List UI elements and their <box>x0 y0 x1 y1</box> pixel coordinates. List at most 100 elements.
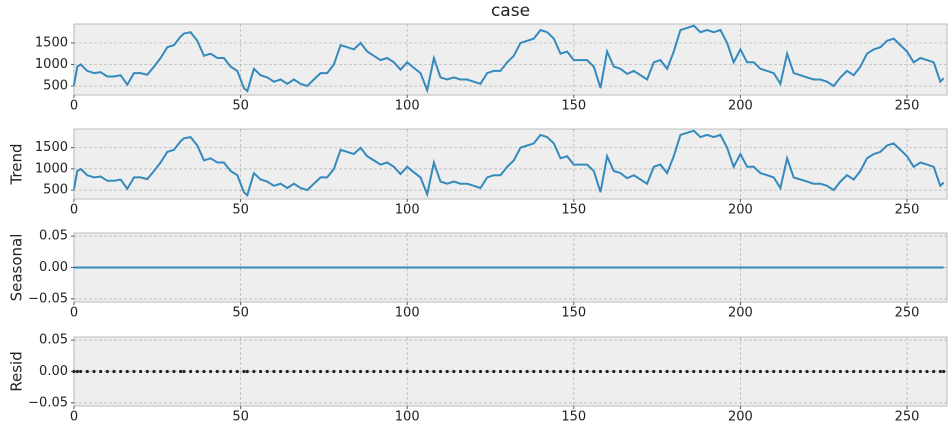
resid-point <box>222 369 226 374</box>
resid-point <box>732 369 736 374</box>
resid-point <box>338 369 343 374</box>
resid-point <box>332 369 336 374</box>
panel: 0 50 100 150 200 250 −0.05 0.00 0.05 Seasonal <box>8 229 948 321</box>
x-tick-label: 150 <box>561 99 586 114</box>
x-tick-label: 200 <box>728 203 753 218</box>
x-tick-label: 200 <box>728 410 753 425</box>
resid-point <box>738 369 743 374</box>
resid-point <box>189 369 193 374</box>
resid-point <box>778 369 782 374</box>
resid-point <box>585 369 589 374</box>
resid-point <box>512 369 516 374</box>
resid-point <box>772 369 776 374</box>
resid-point <box>532 369 536 374</box>
resid-point <box>518 369 523 374</box>
resid-point <box>898 369 902 374</box>
x-tick-label: 150 <box>561 306 586 321</box>
resid-point <box>99 369 103 374</box>
x-tick-label: 0 <box>70 99 78 114</box>
x-tick-label: 0 <box>70 306 78 321</box>
resid-point <box>258 369 263 374</box>
resid-point <box>145 369 149 374</box>
resid-point <box>85 369 89 374</box>
resid-point <box>412 369 416 374</box>
resid-point <box>698 369 703 374</box>
panel: 0 50 100 150 200 250 −0.05 0.00 0.05 Resid <box>8 333 948 425</box>
resid-point <box>298 369 303 374</box>
resid-point <box>745 369 749 374</box>
resid-point <box>638 369 643 374</box>
resid-point <box>858 369 862 374</box>
resid-point <box>632 369 636 374</box>
resid-point <box>592 369 596 374</box>
resid-point <box>938 369 942 374</box>
resid-point <box>182 369 186 374</box>
resid-point <box>565 369 569 374</box>
resid-point <box>932 369 936 374</box>
resid-point <box>758 369 763 374</box>
resid-point <box>878 369 882 374</box>
x-tick-label: 150 <box>561 203 586 218</box>
resid-point <box>912 369 916 374</box>
resid-point <box>92 369 96 374</box>
resid-point <box>885 369 889 374</box>
resid-point <box>865 369 869 374</box>
resid-point <box>818 369 822 374</box>
resid-point <box>285 369 289 374</box>
resid-point <box>438 369 443 374</box>
resid-point <box>432 369 436 374</box>
resid-point <box>578 369 583 374</box>
resid-point <box>845 369 849 374</box>
y-tick-label: 500 <box>43 78 68 93</box>
resid-point <box>385 369 389 374</box>
resid-point <box>152 369 156 374</box>
resid-point <box>498 369 503 374</box>
resid-point <box>872 369 876 374</box>
resid-point <box>918 369 922 374</box>
resid-point <box>678 369 683 374</box>
x-tick-label: 0 <box>70 410 78 425</box>
y-axis-label: Seasonal <box>8 234 26 302</box>
resid-point <box>625 369 629 374</box>
resid-point <box>195 369 199 374</box>
resid-point <box>472 369 476 374</box>
chart-title: case <box>491 1 530 21</box>
resid-point <box>418 369 423 374</box>
x-tick-label: 100 <box>395 99 420 114</box>
resid-point <box>75 369 79 374</box>
resid-point <box>119 369 123 374</box>
resid-point <box>545 369 549 374</box>
resid-point <box>645 369 649 374</box>
x-tick-label: 50 <box>232 99 249 114</box>
resid-point <box>672 369 676 374</box>
y-tick-label: 0.05 <box>39 229 68 244</box>
series-line <box>73 24 945 94</box>
resid-point <box>558 369 563 374</box>
resid-point <box>365 369 369 374</box>
y-tick-label: −0.05 <box>28 291 68 306</box>
resid-point <box>72 369 76 374</box>
resid-point <box>925 369 929 374</box>
resid-point <box>712 369 716 374</box>
resid-point <box>552 369 556 374</box>
resid-point <box>785 369 789 374</box>
x-tick-label: 50 <box>232 410 249 425</box>
resid-point <box>605 369 609 374</box>
resid-point <box>139 369 143 374</box>
resid-point <box>905 369 909 374</box>
resid-point <box>405 369 409 374</box>
resid-point <box>445 369 449 374</box>
resid-point <box>612 369 616 374</box>
series-line <box>73 129 945 198</box>
resid-point <box>172 369 176 374</box>
x-tick-label: 150 <box>561 410 586 425</box>
resid-point <box>892 369 896 374</box>
resid-point <box>278 369 283 374</box>
resid-point <box>798 369 802 374</box>
resid-point <box>658 369 663 374</box>
y-tick-label: 500 <box>43 183 68 198</box>
resid-point <box>325 369 329 374</box>
resid-point <box>718 369 723 374</box>
resid-point <box>215 369 219 374</box>
